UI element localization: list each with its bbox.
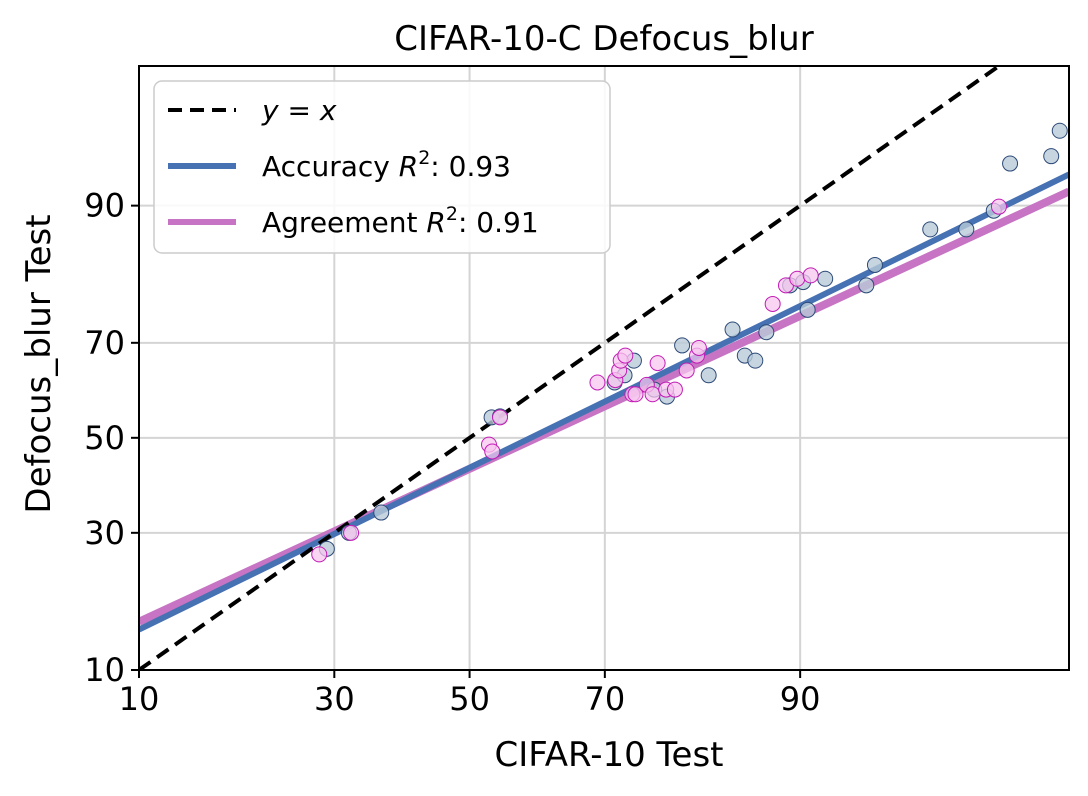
accuracy-point <box>1051 122 1068 139</box>
legend-box <box>153 80 611 254</box>
y-axis-label: Defocus_blur Test <box>19 214 59 513</box>
legend-label-agreement: Agreement R2: 0.91 <box>262 203 539 239</box>
accuracy-point <box>1043 148 1060 165</box>
agreement-point <box>649 355 666 372</box>
legend: y = x Accuracy R2: 0.93 Agreement R2: 0.… <box>153 80 611 254</box>
agreement-point <box>617 347 634 364</box>
scatter-points <box>311 122 1068 563</box>
y-tick-label: 90 <box>84 187 125 225</box>
agreement-point <box>690 339 707 356</box>
agreement-point <box>678 362 695 379</box>
agreement-point <box>492 409 509 426</box>
x-tick-label: 10 <box>119 680 160 718</box>
agreement-point <box>802 267 819 284</box>
accuracy-point <box>747 352 764 369</box>
y-tick-label: 70 <box>84 324 125 362</box>
accuracy-point <box>700 367 717 384</box>
agreement-point <box>764 295 781 312</box>
x-tick-label: 70 <box>584 680 625 718</box>
legend-label-accuracy: Accuracy R2: 0.93 <box>262 147 511 183</box>
accuracy-point <box>373 504 390 521</box>
x-tick-label: 30 <box>314 680 355 718</box>
agreement-point <box>343 524 360 541</box>
y-tick-label: 30 <box>84 514 125 552</box>
accuracy-point <box>817 270 834 287</box>
agreement-point <box>484 443 501 460</box>
legend-label-reference: y = x <box>261 94 337 127</box>
accuracy-point <box>1002 155 1019 172</box>
x-tick-label: 90 <box>780 680 821 718</box>
accuracy-point <box>724 321 741 338</box>
y-tick-label: 50 <box>84 419 125 457</box>
reference-line <box>139 66 1003 670</box>
accuracy-point <box>758 324 775 341</box>
accuracy-point <box>799 301 816 318</box>
x-tick-label: 50 <box>449 680 490 718</box>
accuracy-point <box>674 337 691 354</box>
accuracy-fit-line <box>139 171 1069 633</box>
agreement-point <box>627 386 644 403</box>
agreement-point <box>589 374 606 391</box>
agreement-point <box>644 386 661 403</box>
accuracy-point <box>858 277 875 294</box>
accuracy-point <box>866 256 883 273</box>
accuracy-point <box>922 221 939 238</box>
plot-frame <box>138 65 1070 671</box>
y-tick-label: 10 <box>84 651 125 689</box>
agreement-point <box>311 546 328 563</box>
ticks: 10 30 50 70 90 10 30 50 70 90 <box>84 187 820 718</box>
agreement-point <box>789 270 806 287</box>
agreement-point <box>990 198 1007 215</box>
fit-lines <box>139 66 1069 670</box>
chart-title: CIFAR-10-C Defocus_blur <box>394 19 813 59</box>
accuracy-point <box>958 221 975 238</box>
agreement-fit-line <box>139 187 1069 626</box>
agreement-point <box>666 381 683 398</box>
x-axis-label: CIFAR-10 Test <box>494 735 723 775</box>
